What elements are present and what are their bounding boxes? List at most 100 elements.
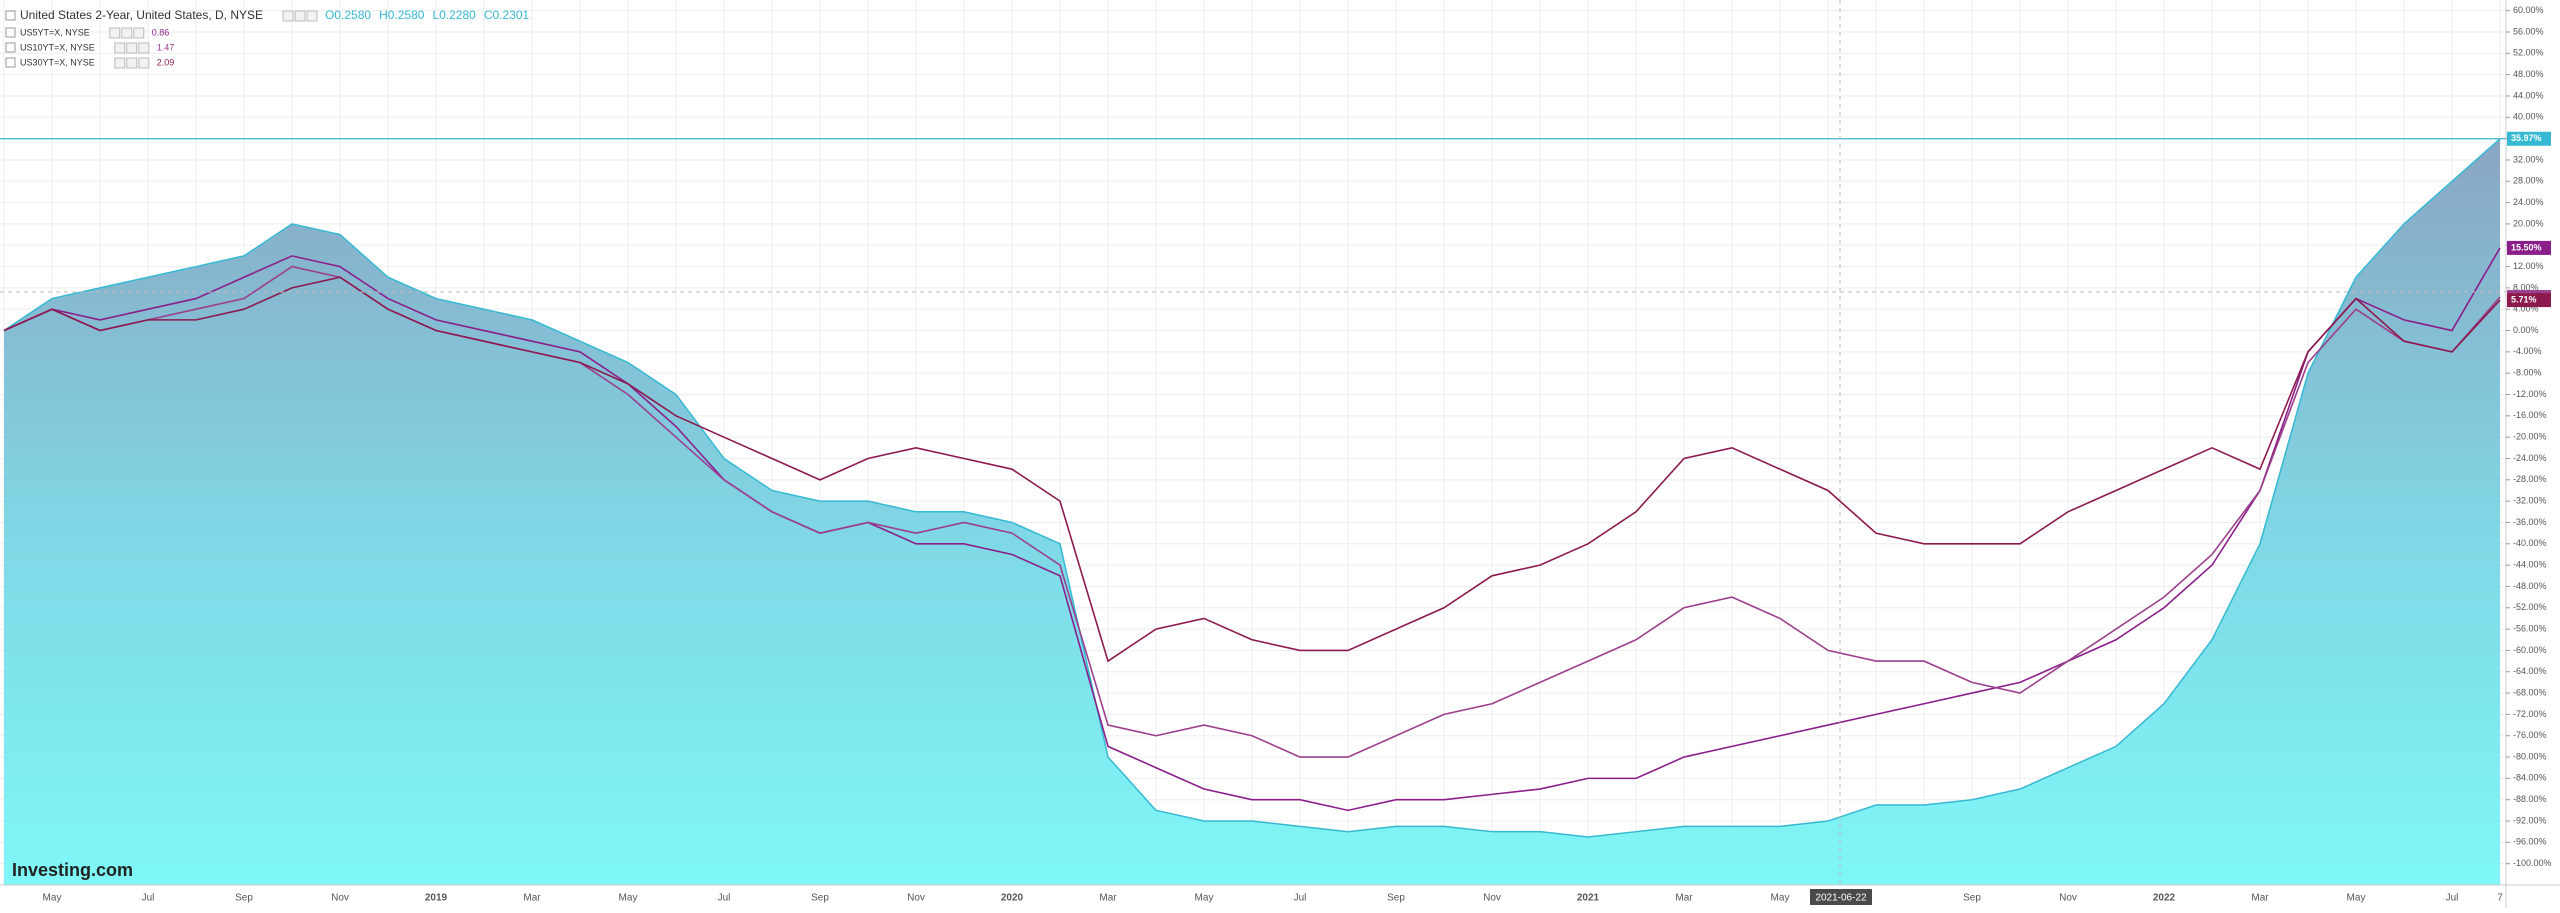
y-tick-label: -4.00% <box>2513 346 2542 356</box>
x-tick-label: May <box>1771 893 1790 904</box>
series-line <box>3 247 2501 812</box>
area <box>4 138 2500 885</box>
y-tick-label: 24.00% <box>2513 197 2544 207</box>
y-tick-label: -12.00% <box>2513 389 2547 399</box>
y-tick-label: -64.00% <box>2513 666 2547 676</box>
legend-button[interactable] <box>126 57 138 69</box>
y-tick-label: -88.00% <box>2513 794 2547 804</box>
legend-ohlc: H0.2580 <box>379 8 425 22</box>
y-tick-label: -56.00% <box>2513 623 2547 633</box>
legend-value: 0.86 <box>152 27 170 37</box>
area-line <box>3 138 2501 838</box>
axes: 60.00%56.00%52.00%48.00%44.00%40.00%36.0… <box>43 5 2552 904</box>
watermark: Investing.com <box>12 860 133 880</box>
y-tick-label: -8.00% <box>2513 368 2542 378</box>
x-tick-label: May <box>43 893 62 904</box>
x-tick-label: May <box>1195 893 1214 904</box>
legend-ohlc: L0.2280 <box>432 8 476 22</box>
legend-name: US10YT=X, NYSE <box>20 42 95 52</box>
y-tick-label: -24.00% <box>2513 453 2547 463</box>
y-tick-label: 4.00% <box>2513 304 2539 314</box>
x-tick-label: 7 <box>2497 893 2503 904</box>
y-tick-label: -72.00% <box>2513 709 2547 719</box>
x-tick-label: Mar <box>523 893 541 904</box>
x-tick-label: 2019 <box>425 893 448 904</box>
legend-toggle[interactable] <box>5 42 16 53</box>
y-tick-label: 56.00% <box>2513 26 2544 36</box>
y-tick-label: -68.00% <box>2513 687 2547 697</box>
legend: United States 2-Year, United States, D, … <box>5 8 530 69</box>
x-tick-label: Mar <box>1099 893 1117 904</box>
y-tick-label: -60.00% <box>2513 645 2547 655</box>
last-value-label: 35.97% <box>2511 133 2542 143</box>
y-tick-label: 28.00% <box>2513 176 2544 186</box>
y-tick-label: 8.00% <box>2513 282 2539 292</box>
y-tick-label: 48.00% <box>2513 69 2544 79</box>
legend-button[interactable] <box>126 42 138 54</box>
legend-ohlc: C0.2301 <box>484 8 530 22</box>
series-line <box>3 276 2501 663</box>
plot <box>0 138 2506 885</box>
crosshair-date-box <box>1810 889 1872 905</box>
x-tick-label: 2020 <box>1001 893 1024 904</box>
x-tick-label: Sep <box>1963 893 1981 904</box>
y-tick-label: -44.00% <box>2513 559 2547 569</box>
y-tick-label: -40.00% <box>2513 538 2547 548</box>
last-value-label: 5.71% <box>2511 294 2537 304</box>
y-tick-label: -48.00% <box>2513 581 2547 591</box>
x-tick-label: Nov <box>2059 893 2077 904</box>
y-tick-label: 44.00% <box>2513 90 2544 100</box>
legend-button[interactable] <box>121 27 133 39</box>
x-tick-label: Jul <box>1294 893 1307 904</box>
x-tick-label: Nov <box>1483 893 1501 904</box>
y-tick-label: 60.00% <box>2513 5 2544 15</box>
last-value-tag <box>2507 131 2551 146</box>
y-tick-label: -32.00% <box>2513 496 2547 506</box>
legend-value: 1.47 <box>157 42 175 52</box>
x-tick-label: Jul <box>142 893 155 904</box>
x-tick-label: 2022 <box>2153 893 2176 904</box>
y-tick-label: -84.00% <box>2513 773 2547 783</box>
x-tick-label: Sep <box>1387 893 1405 904</box>
x-tick-label: Sep <box>235 893 253 904</box>
x-tick-label: Jul <box>2446 893 2459 904</box>
x-tick-label: 2021 <box>1577 893 1600 904</box>
last-value-label: 15.50% <box>2511 242 2542 252</box>
legend-name: United States 2-Year, United States, D, … <box>20 8 263 22</box>
y-tick-label: 32.00% <box>2513 154 2544 164</box>
x-tick-label: Nov <box>331 893 349 904</box>
legend-button[interactable] <box>109 27 121 39</box>
x-tick-label: Mar <box>2251 893 2269 904</box>
y-tick-label: -76.00% <box>2513 730 2547 740</box>
x-tick-label: Jul <box>718 893 731 904</box>
legend-button[interactable] <box>114 57 126 69</box>
y-tick-label: 40.00% <box>2513 112 2544 122</box>
y-tick-label: -100.00% <box>2513 858 2552 868</box>
y-tick-label: 12.00% <box>2513 261 2544 271</box>
legend-toggle[interactable] <box>5 10 16 21</box>
legend-toggle[interactable] <box>5 27 16 38</box>
y-tick-label: 20.00% <box>2513 218 2544 228</box>
y-tick-label: -96.00% <box>2513 837 2547 847</box>
y-tick-label: -16.00% <box>2513 410 2547 420</box>
legend-button[interactable] <box>138 57 150 69</box>
y-tick-label: -36.00% <box>2513 517 2547 527</box>
y-tick-label: 52.00% <box>2513 48 2544 58</box>
legend-toggle[interactable] <box>5 57 16 68</box>
legend-button[interactable] <box>138 42 150 54</box>
legend-button[interactable] <box>114 42 126 54</box>
legend-button[interactable] <box>294 10 306 22</box>
x-tick-label: May <box>619 893 638 904</box>
crosshair-date-label: 2021-06-22 <box>1815 893 1867 904</box>
y-tick-label: 0.00% <box>2513 325 2539 335</box>
y-tick-label: -20.00% <box>2513 432 2547 442</box>
legend-button[interactable] <box>306 10 318 22</box>
last-value-tag <box>2507 240 2551 255</box>
legend-button[interactable] <box>133 27 145 39</box>
grid <box>0 0 2506 885</box>
legend-button[interactable] <box>282 10 294 22</box>
y-tick-label: -28.00% <box>2513 474 2547 484</box>
legend-ohlc: O0.2580 <box>325 8 371 22</box>
